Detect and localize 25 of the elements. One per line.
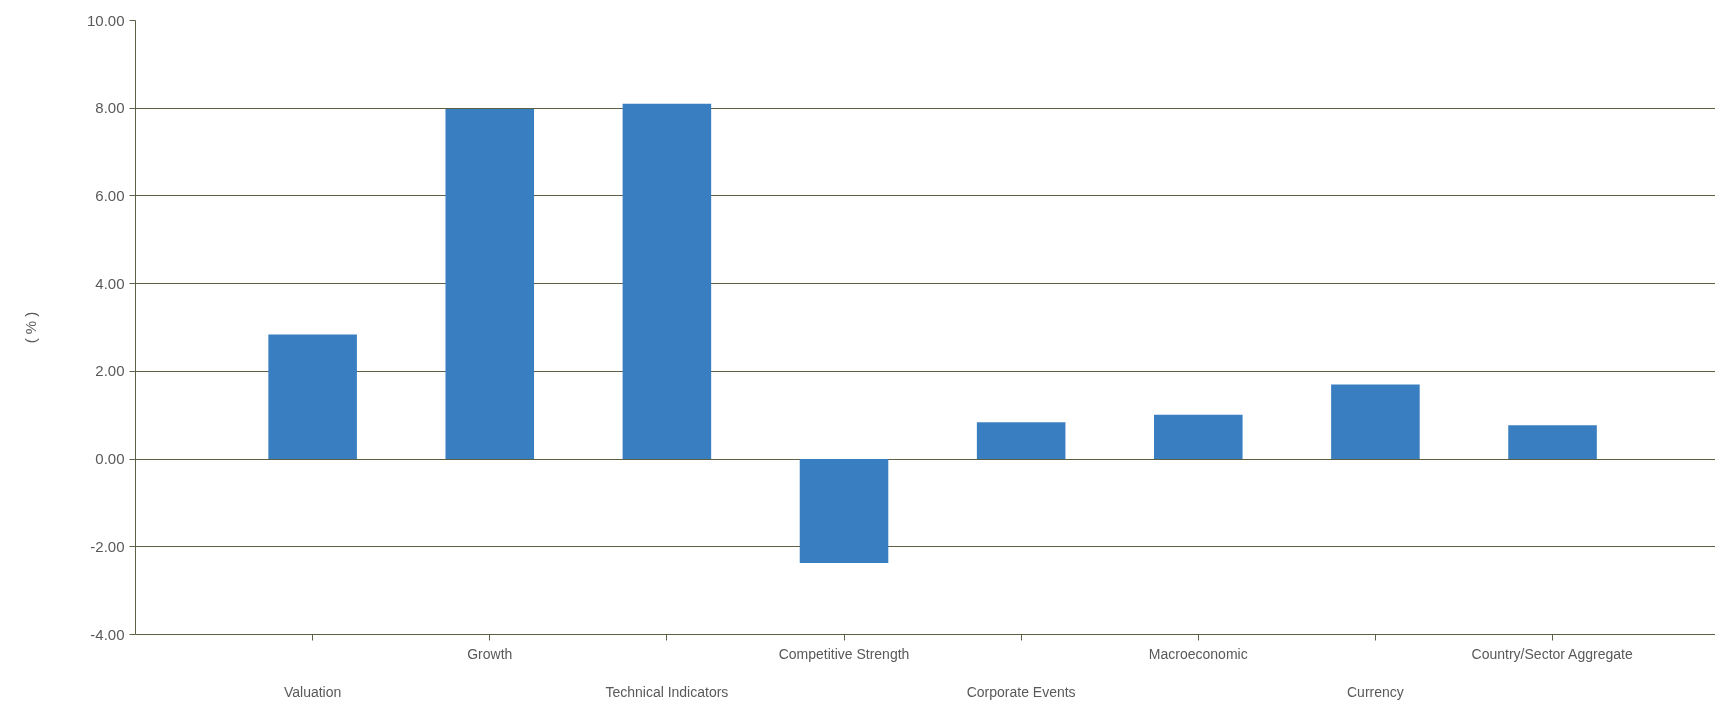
y-tick-label: 8.00 xyxy=(95,99,125,117)
bar xyxy=(1331,384,1420,460)
x-tick-label: Macroeconomic xyxy=(1148,645,1248,662)
y-tick-label: 6.00 xyxy=(95,186,125,204)
bar xyxy=(1508,425,1597,460)
bar xyxy=(799,459,889,564)
y-tick-label: 10.00 xyxy=(86,11,125,29)
y-tick-label: 2.00 xyxy=(95,362,125,380)
x-tick-label: Competitive Strength xyxy=(778,645,910,662)
x-tick-label: Currency xyxy=(1347,683,1404,700)
bar xyxy=(445,109,535,460)
x-tick-label: Technical Indicators xyxy=(605,683,729,700)
y-axis-title: ( % ) xyxy=(21,311,39,344)
bar xyxy=(976,422,1066,460)
bar xyxy=(1154,414,1243,460)
y-tick-label: -2.00 xyxy=(90,537,125,555)
bar xyxy=(622,103,712,460)
y-tick-label: 0.00 xyxy=(95,450,125,468)
x-tick-label: Valuation xyxy=(283,683,342,700)
x-tick-label: Growth xyxy=(467,645,513,662)
y-tick-label: 4.00 xyxy=(95,274,125,292)
x-tick-label: Corporate Events xyxy=(966,683,1076,700)
y-tick-label: -4.00 xyxy=(90,625,125,643)
x-tick-label: Country/Sector Aggregate xyxy=(1471,645,1633,662)
bar xyxy=(268,334,357,460)
